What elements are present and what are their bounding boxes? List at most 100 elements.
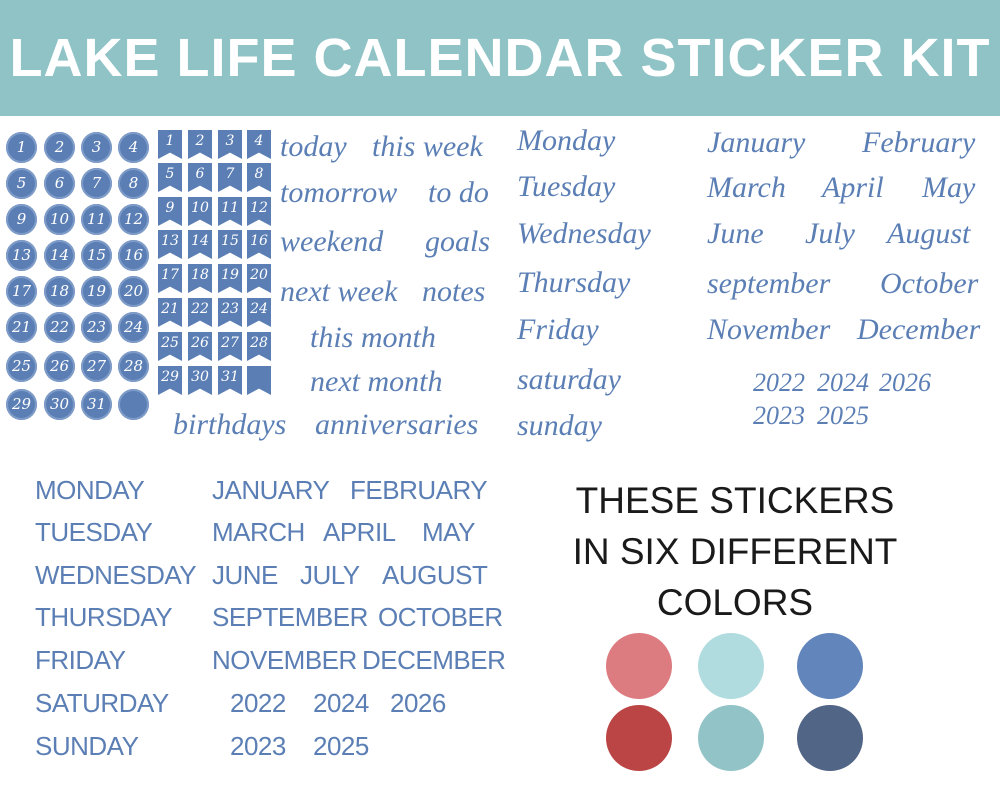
script-month-sticker: December — [857, 313, 981, 346]
colors-note: THESE STICKERS IN SIX DIFFERENT COLORS — [535, 475, 935, 628]
number-circle-sticker: 21 — [6, 312, 37, 343]
number-circle-sticker: 27 — [81, 351, 112, 382]
script-phrase-sticker: tomorrow — [280, 176, 398, 209]
number-circle-sticker: 3 — [81, 132, 112, 163]
script-month-sticker: June — [707, 217, 764, 250]
number-flag-sticker: 21 — [158, 298, 182, 327]
print-month-sticker: NOVEMBER — [212, 645, 357, 675]
number-flag-sticker — [247, 366, 271, 395]
print-month-sticker: SEPTEMBER — [212, 602, 368, 632]
number-circle-sticker: 31 — [81, 389, 112, 420]
script-phrase-sticker: goals — [425, 225, 491, 258]
number-circle-sticker: 12 — [118, 204, 149, 235]
number-circle-sticker: 14 — [44, 240, 75, 271]
print-year-sticker: 2024 — [313, 688, 369, 718]
script-phrase-sticker: next week — [280, 275, 398, 308]
script-month-sticker: January — [707, 126, 806, 159]
number-circle-sticker: 25 — [6, 351, 37, 382]
script-phrase-sticker: this week — [372, 130, 483, 163]
color-swatch — [606, 705, 672, 771]
number-flag-sticker: 2 — [188, 130, 212, 159]
color-swatch — [698, 705, 764, 771]
number-flag-sticker: 5 — [158, 163, 182, 192]
number-flag-sticker: 24 — [247, 298, 271, 327]
number-circle-sticker — [118, 389, 149, 420]
number-flag-sticker: 13 — [158, 230, 182, 259]
print-year-sticker: 2023 — [230, 731, 286, 761]
script-month-sticker: March — [707, 171, 786, 204]
number-flag-sticker: 8 — [247, 163, 271, 192]
script-month-sticker: February — [862, 126, 976, 159]
page-title: LAKE LIFE CALENDAR STICKER KIT — [9, 28, 991, 88]
script-phrase-sticker: notes — [422, 275, 486, 308]
number-flag-sticker: 28 — [247, 332, 271, 361]
number-circle-sticker: 17 — [6, 276, 37, 307]
number-flag-sticker: 26 — [188, 332, 212, 361]
print-day-sticker: MONDAY — [35, 475, 145, 505]
script-month-sticker: May — [922, 171, 976, 204]
number-circle-sticker: 29 — [6, 389, 37, 420]
number-circle-sticker: 7 — [81, 168, 112, 199]
colors-note-line: COLORS — [656, 582, 814, 623]
number-flag-sticker: 3 — [218, 130, 242, 159]
print-day-sticker: SATURDAY — [35, 688, 169, 718]
print-year-sticker: 2022 — [230, 688, 286, 718]
print-month-sticker: MAY — [422, 517, 475, 547]
print-month-sticker: APRIL — [323, 517, 396, 547]
print-day-sticker: THURSDAY — [35, 602, 173, 632]
script-day-sticker: Wednesday — [517, 217, 651, 250]
print-day-sticker: FRIDAY — [35, 645, 126, 675]
number-flag-sticker: 12 — [247, 197, 271, 226]
number-flag-sticker: 30 — [188, 366, 212, 395]
number-flag-sticker: 4 — [247, 130, 271, 159]
script-phrase-sticker: today — [280, 130, 347, 163]
script-month-sticker: October — [880, 267, 979, 300]
script-day-sticker: Thursday — [517, 266, 631, 299]
number-circle-sticker: 8 — [118, 168, 149, 199]
script-year-sticker: 2025 — [817, 401, 869, 430]
script-year-sticker: 2024 — [817, 368, 869, 397]
number-flag-sticker: 9 — [158, 197, 182, 226]
number-flag-sticker: 29 — [158, 366, 182, 395]
script-phrase-sticker: to do — [428, 176, 489, 209]
number-circle-sticker: 19 — [81, 276, 112, 307]
script-year-sticker: 2023 — [753, 401, 805, 430]
number-circle-sticker: 28 — [118, 351, 149, 382]
number-flag-sticker: 23 — [218, 298, 242, 327]
number-flag-sticker: 16 — [247, 230, 271, 259]
print-year-sticker: 2025 — [313, 731, 369, 761]
number-flag-sticker: 22 — [188, 298, 212, 327]
number-flag-sticker: 10 — [188, 197, 212, 226]
number-circle-sticker: 6 — [44, 168, 75, 199]
print-month-sticker: AUGUST — [382, 560, 488, 590]
color-swatch — [797, 705, 863, 771]
print-month-sticker: JANUARY — [212, 475, 330, 505]
number-circle-sticker: 1 — [6, 132, 37, 163]
number-circle-sticker: 24 — [118, 312, 149, 343]
number-circle-sticker: 20 — [118, 276, 149, 307]
number-flag-sticker: 11 — [218, 197, 242, 226]
number-flag-sticker: 15 — [218, 230, 242, 259]
number-circle-sticker: 4 — [118, 132, 149, 163]
number-circle-sticker: 13 — [6, 240, 37, 271]
number-circle-sticker: 9 — [6, 204, 37, 235]
number-circle-sticker: 26 — [44, 351, 75, 382]
number-flag-sticker: 7 — [218, 163, 242, 192]
colors-note-line: IN SIX DIFFERENT — [572, 531, 898, 572]
script-year-sticker: 2022 — [753, 368, 805, 397]
script-phrase-sticker: weekend — [280, 225, 384, 258]
number-circle-sticker: 11 — [81, 204, 112, 235]
script-month-sticker: April — [822, 171, 884, 204]
print-month-sticker: DECEMBER — [362, 645, 506, 675]
number-flag-sticker: 17 — [158, 264, 182, 293]
number-flag-sticker: 14 — [188, 230, 212, 259]
number-flag-sticker: 1 — [158, 130, 182, 159]
title-banner — [0, 0, 1000, 116]
number-circle-sticker: 15 — [81, 240, 112, 271]
print-year-sticker: 2026 — [390, 688, 446, 718]
number-circle-sticker: 16 — [118, 240, 149, 271]
print-month-sticker: JUNE — [212, 560, 278, 590]
colors-note-line: THESE STICKERS — [575, 480, 895, 521]
number-circle-sticker: 18 — [44, 276, 75, 307]
script-day-sticker: Tuesday — [517, 170, 616, 203]
